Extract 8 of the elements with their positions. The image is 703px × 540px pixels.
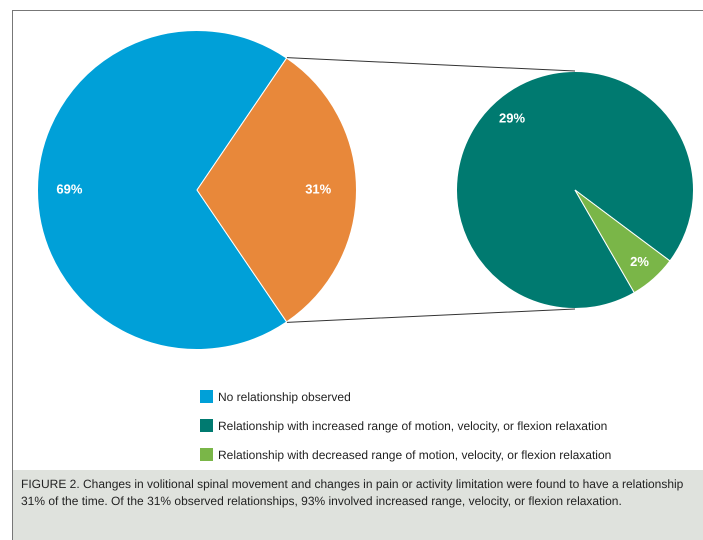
caption: FIGURE 2. Changes in volitional spinal movement and changes in pain or activity limitation were found to have a relationship 31% of the time. Of the 31% observed relationships, 93% involved increased range, velocity, or flexion relaxation.: [21, 476, 684, 510]
legend-label: Relationship with increased range of motion, velocity, or flexion relaxation: [218, 418, 608, 432]
legend-label: No relationship observed: [218, 390, 351, 404]
legend-label: Relationship with decreased range of motion, velocity, or flexion relaxation: [218, 448, 612, 462]
data-label: 31%: [305, 182, 332, 197]
data-label: 69%: [56, 182, 83, 197]
data-label: 2%: [630, 254, 650, 270]
data-label: 29%: [499, 110, 526, 126]
